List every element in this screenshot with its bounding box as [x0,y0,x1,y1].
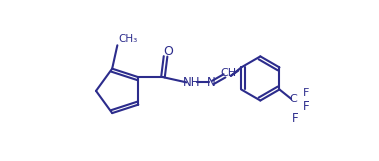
Text: NH: NH [183,76,200,89]
Text: F: F [292,112,298,125]
Text: CH₃: CH₃ [118,34,138,44]
Text: O: O [163,45,173,58]
Text: F: F [303,100,310,113]
Text: N: N [207,76,215,89]
Text: C: C [290,94,298,104]
Text: F: F [303,88,310,98]
Text: CH: CH [221,68,237,78]
